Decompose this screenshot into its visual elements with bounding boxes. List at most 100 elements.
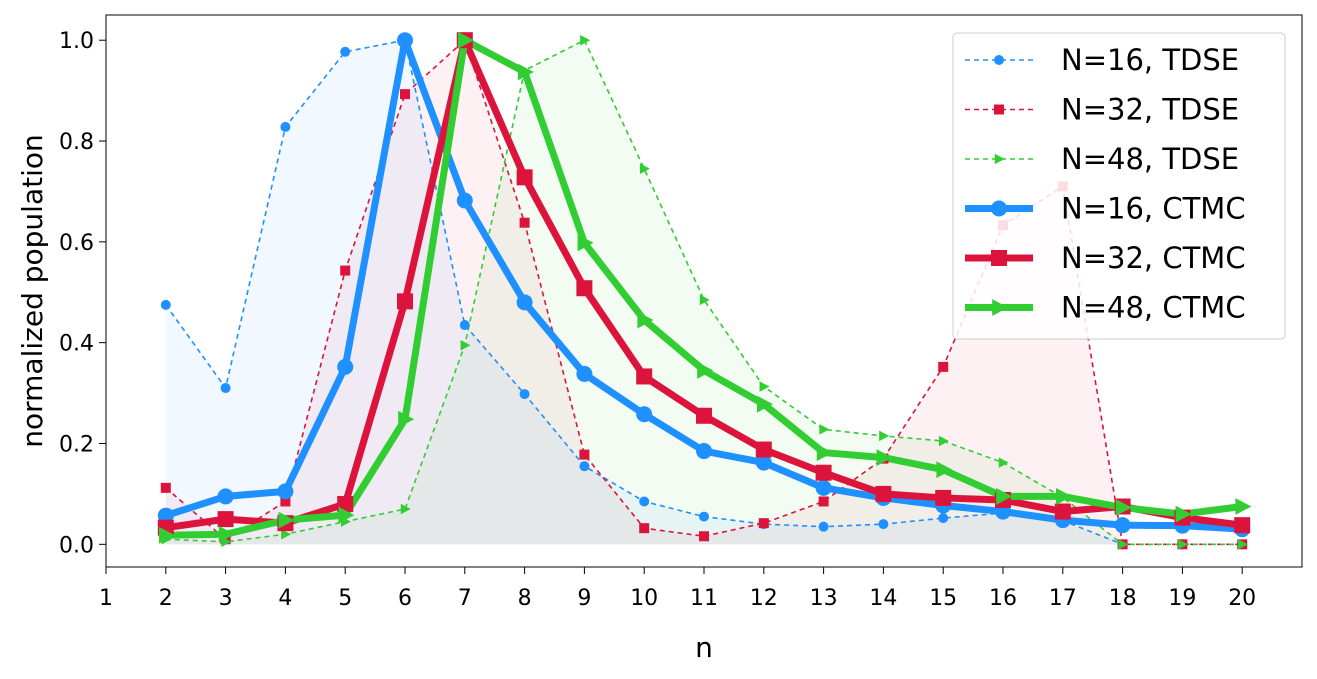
legend-marker <box>994 153 1005 165</box>
data-point-n-48-ctmc <box>218 525 235 543</box>
y-axis: 0.0 0.2 0.4 0.6 0.8 1.0 <box>59 29 106 558</box>
fill-area-n-16-tdse <box>165 40 1243 545</box>
data-point-n-48-ctmc <box>1115 499 1132 516</box>
x-tick-label: 16 <box>989 586 1017 611</box>
data-point-n-32-tdse <box>639 523 650 534</box>
data-point-n-32-ctmc <box>397 293 413 310</box>
data-point-n-16-tdse <box>340 46 351 57</box>
x-tick-label: 15 <box>929 586 957 611</box>
legend-marker <box>994 55 1004 65</box>
x-tick-label: 12 <box>750 586 778 611</box>
data-point-n-48-ctmc <box>1175 505 1192 523</box>
x-tick-label: 4 <box>278 586 292 611</box>
legend-label: N=32, TDSE <box>1061 93 1239 127</box>
data-point-n-32-tdse <box>400 89 410 100</box>
legend-item: N=32, CTMC <box>965 241 1246 275</box>
data-point-n-32-ctmc <box>636 368 653 385</box>
x-tick-label: 11 <box>690 586 718 611</box>
data-point-n-32-tdse <box>579 449 590 460</box>
data-point-n-32-ctmc <box>516 169 533 186</box>
data-point-n-16-ctmc <box>337 358 354 375</box>
data-point-n-32-tdse <box>938 361 949 372</box>
data-point-n-16-ctmc <box>696 443 712 460</box>
x-axis: 1 2 3 4 5 6 7 8 9 10 11 12 13 14 15 16 17 18 19 20 <box>99 567 1256 611</box>
data-point-n-48-ctmc <box>697 361 714 379</box>
x-tick-label: 7 <box>458 586 472 611</box>
x-tick-label: 8 <box>518 586 532 611</box>
data-point-n-48-ctmc <box>577 234 594 252</box>
legend-label: N=32, CTMC <box>1061 241 1246 275</box>
x-tick-label: 1 <box>99 586 113 611</box>
legend-label: N=16, CTMC <box>1061 192 1246 226</box>
data-point-n-48-ctmc <box>757 395 773 413</box>
data-point-n-16-tdse <box>459 320 470 331</box>
data-point-n-48-tdse <box>1237 539 1248 550</box>
data-point-n-32-ctmc <box>935 489 952 506</box>
data-point-n-48-ctmc <box>1056 488 1072 505</box>
data-point-n-48-ctmc <box>637 311 654 329</box>
data-point-n-48-tdse <box>281 528 292 540</box>
data-point-n-16-tdse <box>878 519 889 530</box>
data-point-n-32-tdse <box>280 496 291 507</box>
data-point-n-48-tdse <box>580 34 591 46</box>
data-point-n-16-tdse <box>938 513 949 524</box>
x-tick-label: 3 <box>219 586 233 611</box>
data-point-n-48-tdse <box>938 435 949 447</box>
legend-item: N=16, CTMC <box>965 192 1246 226</box>
legend-item: N=16, TDSE <box>965 43 1239 77</box>
data-point-n-32-tdse <box>340 265 351 276</box>
data-point-n-16-tdse <box>160 299 171 310</box>
x-tick-label: 6 <box>398 586 412 611</box>
x-tick-label: 20 <box>1228 586 1256 611</box>
data-point-n-32-tdse <box>818 496 829 507</box>
data-point-n-48-tdse <box>699 294 710 306</box>
data-point-n-16-ctmc <box>397 32 413 49</box>
legend-marker <box>994 104 1004 115</box>
x-tick-label: 19 <box>1168 586 1196 611</box>
data-point-n-16-ctmc <box>277 483 294 500</box>
data-point-n-16-ctmc <box>157 507 174 524</box>
x-tick-label: 10 <box>630 586 658 611</box>
x-tick-label: 14 <box>869 586 897 611</box>
data-point-n-48-tdse <box>1118 539 1129 550</box>
y-axis-title: normalized population <box>16 134 49 447</box>
data-point-n-48-ctmc <box>398 410 415 428</box>
data-point-n-16-tdse <box>639 496 650 507</box>
data-point-n-48-ctmc <box>936 461 953 479</box>
x-tick-label: 17 <box>1049 586 1077 611</box>
legend-label: N=48, CTMC <box>1061 291 1246 325</box>
legend-item: N=48, TDSE <box>965 142 1239 176</box>
data-point-n-32-ctmc <box>337 495 354 512</box>
y-tick-label: 1.0 <box>59 29 94 54</box>
data-point-n-48-ctmc <box>1235 498 1252 515</box>
y-tick-label: 0.0 <box>59 533 94 558</box>
data-point-n-48-tdse <box>1178 539 1189 550</box>
data-point-n-48-ctmc <box>159 526 175 544</box>
data-point-n-16-tdse <box>579 461 590 472</box>
y-tick-label: 0.6 <box>59 231 94 256</box>
data-point-n-16-tdse <box>699 511 709 522</box>
legend-label: N=48, TDSE <box>1061 142 1239 176</box>
data-point-n-16-tdse <box>519 389 530 400</box>
x-tick-label: 2 <box>159 586 173 611</box>
y-tick-label: 0.4 <box>59 332 94 357</box>
data-point-n-32-ctmc <box>875 485 892 502</box>
x-tick-label: 18 <box>1109 586 1137 611</box>
y-tick-label: 0.8 <box>59 130 94 155</box>
series-markers <box>157 31 1252 550</box>
data-point-n-16-ctmc <box>636 406 653 423</box>
x-tick-label: 13 <box>810 586 838 611</box>
legend-item: N=32, TDSE <box>965 93 1239 127</box>
legend-box <box>952 32 1286 340</box>
data-point-n-48-ctmc <box>876 449 893 467</box>
x-tick-label: 9 <box>577 586 591 611</box>
data-point-n-48-tdse <box>998 457 1009 468</box>
data-point-n-48-tdse <box>639 163 650 175</box>
data-point-n-32-tdse <box>758 518 769 529</box>
data-point-n-16-ctmc <box>576 365 593 382</box>
legend: N=16, TDSE N=32, TDSE N=48, TDSE N=16, CTMC… <box>952 32 1286 340</box>
legend-marker <box>991 200 1007 217</box>
data-point-n-48-ctmc <box>278 511 295 529</box>
data-point-n-48-tdse <box>759 381 770 392</box>
data-point-n-32-tdse <box>160 482 171 493</box>
